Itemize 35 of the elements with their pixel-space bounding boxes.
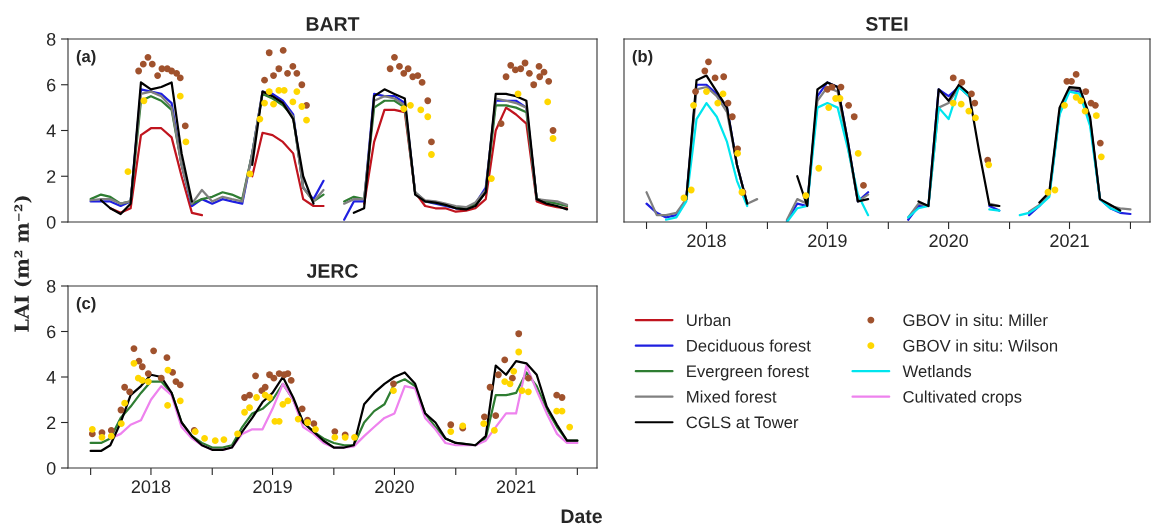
legend-label: Urban [687, 313, 731, 327]
x-tick-label: 2020 [375, 480, 414, 494]
y-tick-label: 2 [47, 170, 56, 183]
y-tick-label: 2 [47, 416, 56, 430]
annotation: (c) [76, 296, 96, 313]
chart-title: JERC [306, 264, 358, 278]
y-tick-label: 4 [46, 124, 56, 138]
legend-label: Evergreen forest [687, 364, 809, 381]
legend-label: Mixed forest [687, 390, 777, 403]
annotation: (b) [632, 49, 653, 66]
y-tick-label: 8 [46, 279, 56, 293]
x-tick-label: 2021 [496, 480, 536, 494]
y-tick-label: 8 [46, 32, 56, 46]
x-tick-label: 2019 [808, 234, 847, 248]
y-tick-label: 6 [47, 325, 56, 339]
y-tick-label: 0 [46, 461, 56, 475]
legend-label: Deciduous forest [687, 339, 811, 352]
x-tick-label: 2018 [131, 480, 171, 494]
legend-label: Cultivated crops [903, 390, 1022, 407]
y-tick-label: 4 [46, 371, 56, 384]
x-axis-title: Date [561, 509, 602, 524]
legend-label: CGLS at Tower [686, 416, 799, 429]
x-tick-label: 2020 [929, 234, 968, 248]
x-tick-label: 2018 [687, 234, 726, 248]
x-tick-label: 2021 [1050, 234, 1089, 248]
legend-label: GBOV in situ: Wilson [903, 339, 1058, 352]
y-tick-label: 0 [46, 215, 56, 229]
chart-title: STEI [865, 17, 908, 31]
chart-title: BART [306, 17, 360, 31]
legend-label: GBOV in situ: Miller [903, 313, 1048, 327]
y-tick-label: 6 [47, 78, 56, 92]
x-tick-label: 2019 [253, 480, 292, 494]
annotation: (a) [76, 49, 96, 66]
y-axis-title: LAI (m² m⁻²) [13, 196, 32, 332]
legend-label: Wetlands [902, 364, 972, 378]
